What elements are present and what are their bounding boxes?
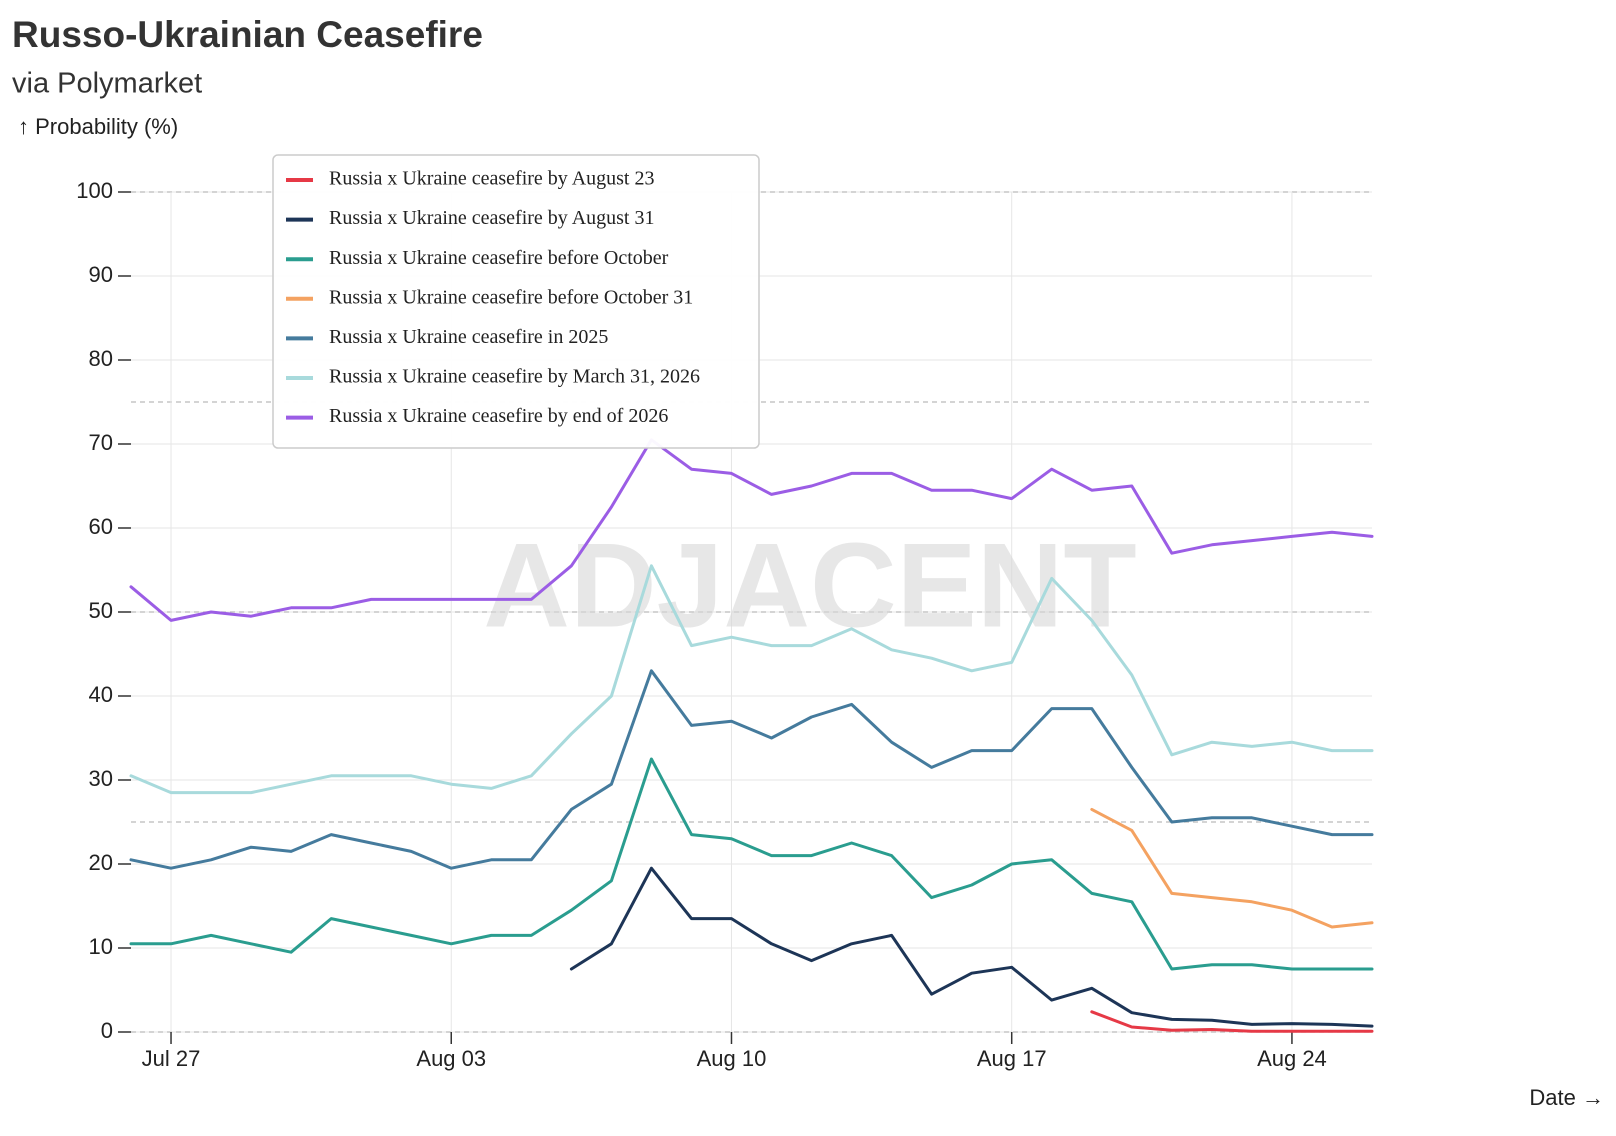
chart-subtitle: via Polymarket [12, 68, 202, 100]
series-line [129, 438, 1374, 622]
x-tick-label: Aug 24 [1257, 1046, 1327, 1071]
x-tick-label: Aug 10 [697, 1046, 767, 1071]
y-tick-label: 70 [89, 430, 113, 455]
legend-label: Russia x Ukraine ceasefire before Octobe… [329, 247, 669, 269]
series-line [569, 866, 1374, 1028]
x-tick-label: Aug 17 [977, 1046, 1047, 1071]
chart-title: Russo-Ukrainian Ceasefire [12, 14, 483, 55]
y-axis-label: ↑ Probability (%) [18, 114, 178, 139]
legend-label: Russia x Ukraine ceasefire before Octobe… [329, 286, 693, 308]
series-line [129, 564, 1374, 795]
series-line [1090, 1010, 1374, 1033]
y-tick-label: 20 [89, 850, 113, 875]
x-tick-label: Aug 03 [416, 1046, 486, 1071]
y-tick-label: 10 [89, 934, 113, 959]
x-axis-label: Date → [1529, 1085, 1604, 1110]
series-line [129, 757, 1374, 971]
series-line [129, 669, 1374, 870]
y-tick-label: 0 [101, 1018, 113, 1043]
legend-label: Russia x Ukraine ceasefire by end of 202… [329, 405, 668, 427]
y-tick-label: 50 [89, 598, 113, 623]
x-tick-label: Jul 27 [142, 1046, 201, 1071]
legend-label: Russia x Ukraine ceasefire by August 23 [329, 168, 654, 190]
legend-label: Russia x Ukraine ceasefire by August 31 [329, 207, 654, 229]
legend-label: Russia x Ukraine ceasefire by March 31, … [329, 366, 700, 388]
y-tick-label: 60 [89, 514, 113, 539]
legend: Russia x Ukraine ceasefire by August 23 R… [272, 154, 760, 449]
lines [129, 438, 1374, 1033]
y-tick-label: 30 [89, 766, 113, 791]
y-tick-label: 40 [89, 682, 113, 707]
series-line [1090, 807, 1374, 929]
y-tick-label: 100 [76, 178, 113, 203]
legend-label: Russia x Ukraine ceasefire in 2025 [329, 326, 608, 348]
y-tick-label: 90 [89, 262, 113, 287]
watermark: ADJACENT [483, 519, 1136, 653]
y-tick-label: 80 [89, 346, 113, 371]
legend-box [272, 154, 760, 449]
